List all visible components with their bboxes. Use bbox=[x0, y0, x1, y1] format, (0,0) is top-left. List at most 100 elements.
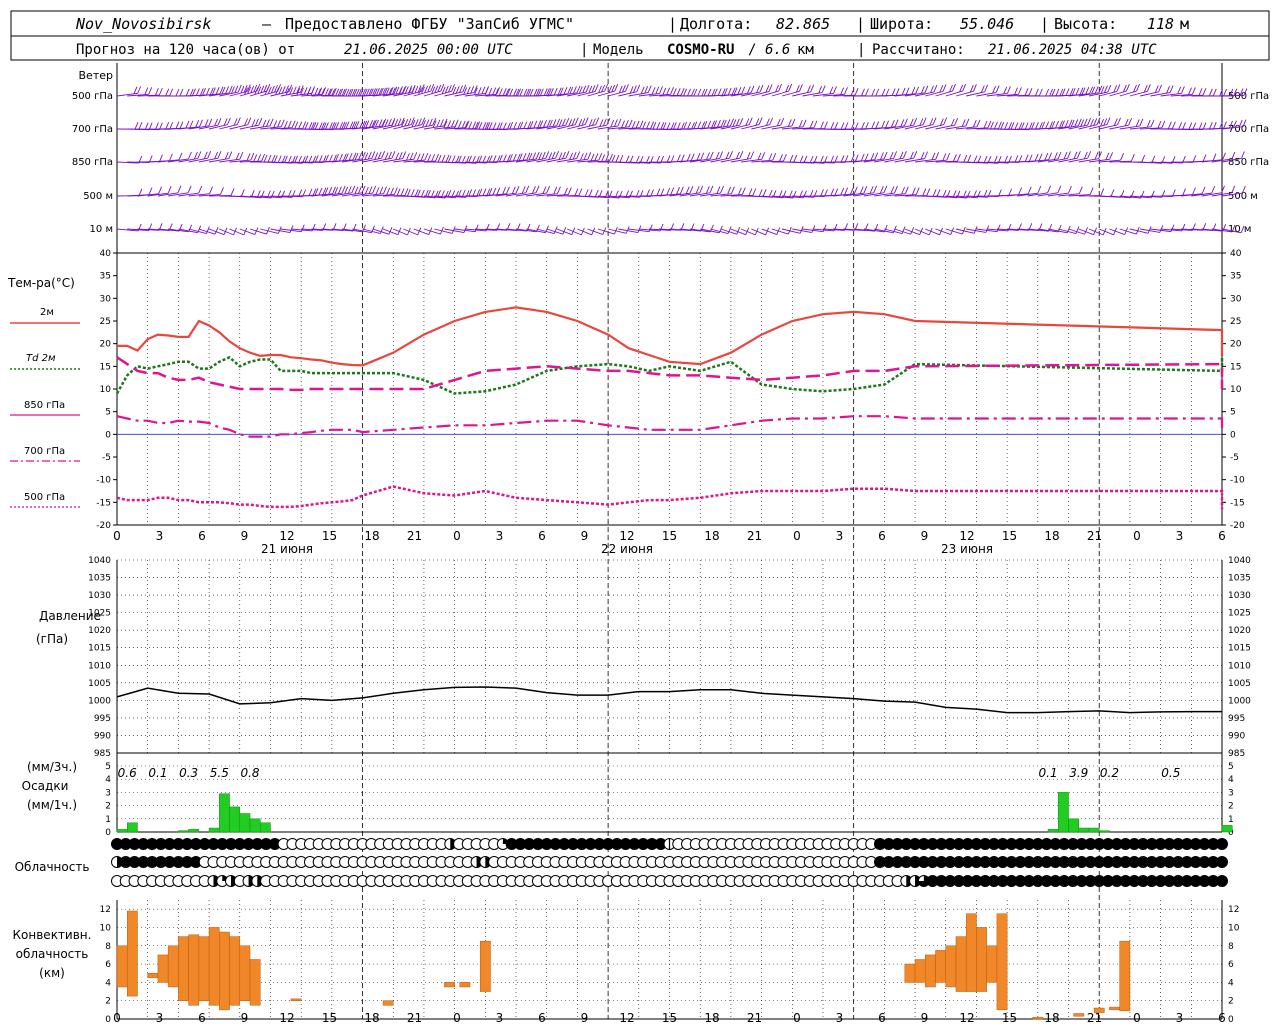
wind-barb-flag bbox=[246, 153, 251, 161]
wind-barb-flag bbox=[527, 121, 532, 129]
conv-tick-label-right: 6 bbox=[1228, 960, 1234, 970]
precip-total-label: 0.5 bbox=[1161, 766, 1180, 780]
wind-barb-flag bbox=[1180, 86, 1185, 94]
wind-barb-flag bbox=[813, 120, 818, 128]
wind-barb-flag bbox=[1139, 118, 1144, 127]
wind-barb bbox=[567, 117, 589, 130]
wind-barb bbox=[1068, 227, 1089, 235]
wind-barb bbox=[198, 151, 222, 163]
wind-barb-staff bbox=[475, 228, 497, 231]
wind-barb bbox=[495, 185, 520, 197]
wind-barb-staff bbox=[188, 193, 210, 197]
wind-barb bbox=[853, 185, 878, 197]
wind-barb-flag bbox=[334, 187, 339, 195]
wind-barb-flag bbox=[335, 88, 340, 97]
wind-barb-flag bbox=[471, 155, 476, 164]
pressure-tick-label: 1040 bbox=[88, 556, 111, 566]
wind-barb-flag bbox=[509, 88, 514, 97]
wind-barb-flag bbox=[541, 151, 546, 160]
wind-barb-flag bbox=[203, 151, 208, 160]
temp-tick-label-right: 35 bbox=[1230, 272, 1241, 282]
x-tick-label: 18 bbox=[1044, 529, 1059, 543]
wind-barb-flag bbox=[798, 120, 803, 128]
wind-barb-flag bbox=[411, 86, 416, 95]
wind-barb-flag bbox=[942, 84, 947, 92]
x-tick-label-bottom: 0 bbox=[1133, 1011, 1141, 1024]
wind-barb-flag bbox=[1221, 185, 1225, 193]
wind-barb-flag bbox=[1080, 119, 1085, 127]
wind-barb-staff bbox=[208, 228, 225, 236]
wind-barb-flag bbox=[498, 154, 503, 162]
wind-barb-flag bbox=[354, 186, 359, 195]
wind-barb-staff bbox=[331, 228, 354, 232]
wind-barb-staff bbox=[669, 228, 692, 232]
wind-barb-flag bbox=[437, 154, 442, 163]
wind-barb-flag bbox=[924, 85, 929, 94]
wind-barb-flag bbox=[1068, 119, 1073, 127]
wind-barb-staff bbox=[720, 157, 740, 163]
wind-barb-flag bbox=[685, 186, 690, 194]
precip-bar bbox=[116, 829, 128, 833]
wind-barb-flag bbox=[492, 122, 497, 130]
wind-barb-flag bbox=[492, 187, 497, 196]
x-tick-label-bottom: 12 bbox=[959, 1011, 974, 1024]
wind-barb-flag bbox=[478, 155, 483, 163]
wind-barb bbox=[526, 185, 551, 197]
wind-barb-staff bbox=[1211, 228, 1233, 233]
lat-value: 55.046 bbox=[960, 15, 1014, 33]
wind-barb-flag bbox=[396, 188, 401, 196]
wind-barb-flag bbox=[214, 118, 218, 127]
wind-barb-flag bbox=[1049, 88, 1054, 97]
wind-barb-flag bbox=[294, 155, 298, 164]
wind-barb-flag bbox=[464, 121, 469, 129]
wind-barb-flag bbox=[225, 86, 230, 94]
wind-barb-flag bbox=[1028, 154, 1033, 162]
wind-barb-flag bbox=[424, 85, 429, 94]
wind-barb bbox=[546, 227, 567, 235]
pressure-tick-label-right: 1000 bbox=[1228, 696, 1251, 706]
wind-barb-flag bbox=[148, 87, 153, 95]
wind-barb bbox=[546, 86, 572, 97]
x-tick-label-bottom: 6 bbox=[538, 1011, 546, 1024]
wind-barb-flag bbox=[695, 186, 700, 194]
wind-barb-flag bbox=[806, 85, 811, 93]
wind-barb-flag bbox=[443, 120, 448, 129]
wind-barb-flag bbox=[413, 152, 418, 160]
wind-barb-flag bbox=[870, 152, 875, 161]
wind-barb-flag bbox=[407, 118, 412, 126]
wind-barb-flag bbox=[830, 122, 835, 130]
wind-barb-flag bbox=[809, 120, 814, 129]
conv-bar bbox=[116, 945, 128, 988]
conv-tick-label-right: 12 bbox=[1228, 905, 1239, 915]
wind-barb bbox=[556, 85, 581, 97]
wind-barb-flag bbox=[715, 151, 720, 160]
wind-barb-flag bbox=[331, 121, 336, 130]
wind-barb-flag bbox=[919, 118, 924, 126]
wind-barb bbox=[955, 226, 978, 234]
wind-barb-flag bbox=[254, 87, 259, 95]
wind-barb-flag bbox=[137, 86, 142, 94]
wind-barb-staff bbox=[853, 228, 875, 232]
wind-barb-flag bbox=[1059, 120, 1063, 128]
wind-barb-flag bbox=[445, 154, 450, 163]
wind-barb-flag bbox=[956, 190, 961, 198]
pressure-line bbox=[116, 686, 1222, 714]
wind-barb-flag bbox=[949, 84, 953, 93]
wind-barb bbox=[751, 84, 773, 97]
wind-barb-flag bbox=[915, 86, 920, 94]
wind-barb-flag bbox=[830, 188, 835, 196]
wind-barb-flag bbox=[1212, 153, 1217, 161]
wind-barb-staff bbox=[894, 228, 911, 235]
wind-barb-flag bbox=[470, 85, 475, 94]
wind-barb-flag bbox=[922, 117, 927, 125]
wind-barb-staff bbox=[976, 228, 998, 233]
wind-barb-flag bbox=[721, 88, 726, 96]
wind-barb-flag bbox=[1093, 118, 1098, 126]
wind-barb-flag bbox=[1133, 84, 1137, 93]
wind-barb-flag bbox=[1198, 122, 1203, 130]
wind-barb-flag bbox=[1233, 88, 1238, 97]
wind-barb-flag bbox=[271, 154, 276, 163]
wind-barb-flag bbox=[388, 151, 392, 160]
wind-barb-flag bbox=[414, 85, 419, 94]
wind-barb-flag bbox=[573, 86, 577, 94]
